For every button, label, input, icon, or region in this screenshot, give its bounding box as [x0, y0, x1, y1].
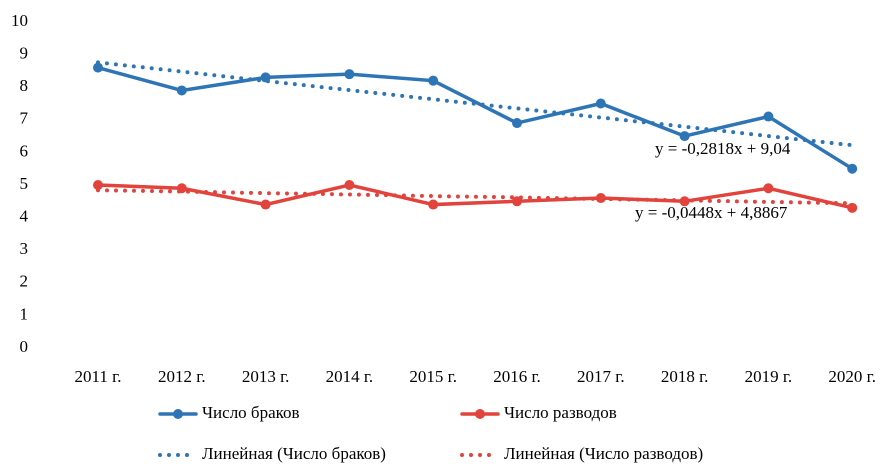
point	[93, 62, 103, 73]
point	[428, 75, 439, 86]
series-line	[96, 183, 854, 210]
series-line	[96, 65, 854, 171]
y-tick-label: 6	[20, 141, 29, 160]
x-tick-label: 2012 г.	[158, 367, 206, 386]
legend-label: Линейная (Число разводов)	[504, 444, 703, 463]
trend-equation: y = -0,0448x + 4,8867	[635, 203, 788, 222]
x-tick-label: 2020 г.	[828, 367, 876, 386]
x-tick-label: 2013 г.	[242, 367, 290, 386]
x-tick-label: 2014 г.	[326, 367, 374, 386]
y-tick-label: 1	[20, 304, 29, 323]
y-tick-label: 4	[20, 207, 29, 226]
point	[428, 199, 439, 210]
point	[260, 199, 271, 210]
x-tick-label: 2015 г.	[409, 367, 457, 386]
point	[512, 196, 522, 207]
x-tick-label: 2011 г.	[75, 367, 122, 386]
point	[595, 98, 606, 109]
y-tick-label: 2	[20, 272, 29, 291]
point	[763, 111, 774, 122]
y-tick-label: 0	[20, 337, 29, 356]
point	[847, 202, 858, 213]
point	[847, 163, 858, 174]
x-tick-label: 2019 г.	[745, 367, 793, 386]
legend-label: Число разводов	[504, 403, 617, 422]
point	[679, 131, 690, 142]
point	[344, 180, 355, 190]
legend-label: Число браков	[202, 403, 300, 422]
trend-line	[96, 188, 855, 206]
y-tick-label: 7	[20, 109, 29, 128]
point	[176, 183, 187, 194]
point	[93, 180, 103, 190]
point	[344, 69, 355, 80]
legend-marker	[475, 409, 485, 419]
x-tick-label: 2018 г.	[661, 367, 709, 386]
point	[595, 193, 606, 204]
point	[260, 72, 271, 83]
point	[176, 85, 187, 96]
trend-equation: y = -0,2818x + 9,04	[655, 139, 791, 158]
legend-marker	[173, 409, 183, 419]
legend-label: Линейная (Число браков)	[202, 444, 386, 463]
point	[763, 183, 774, 194]
y-tick-label: 3	[20, 239, 29, 258]
y-tick-label: 8	[20, 76, 29, 95]
y-tick-label: 9	[20, 44, 29, 63]
point	[512, 118, 522, 129]
x-tick-label: 2017 г.	[577, 367, 625, 386]
x-tick-label: 2016 г.	[493, 367, 541, 386]
point	[679, 196, 690, 207]
y-tick-label: 10	[11, 11, 28, 30]
y-tick-label: 5	[20, 174, 29, 193]
